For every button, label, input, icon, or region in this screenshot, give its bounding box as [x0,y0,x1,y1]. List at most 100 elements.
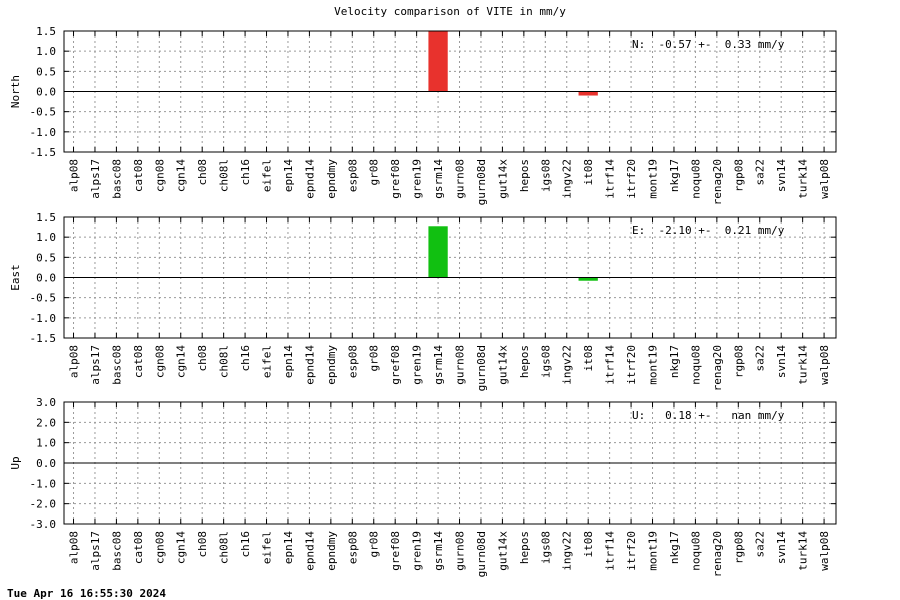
chart-title: Velocity comparison of VITE in mm/y [334,5,566,18]
east-xtick-label: walp08 [818,345,831,385]
up-xtick-label: epn14 [282,531,295,564]
up-ytick-label: -3.0 [30,518,57,531]
east-xtick-label: cgn08 [153,345,166,378]
east-xtick-label: alp08 [68,345,81,378]
east-xtick-label: sa22 [754,345,767,372]
north-xtick-label: gref08 [389,159,402,199]
north-xtick-label: igs08 [539,159,552,192]
north-xtick-label: turk14 [797,159,810,199]
north-xtick-label: gren19 [411,159,424,199]
east-xtick-label: ch16 [239,345,252,372]
north-xtick-label: epndmy [325,159,338,199]
up-xtick-label: walp08 [818,531,831,571]
up-xtick-label: itrf14 [604,531,617,571]
north-xtick-label: gurn08 [454,159,467,199]
up-xtick-label: cgn14 [175,531,188,564]
east-xtick-label: epndmy [325,345,338,385]
up-xtick-label: basc08 [110,531,123,571]
east-bar-it08 [578,277,598,281]
north-xtick-label: renag20 [711,159,724,205]
east-xtick-label: itrf20 [625,345,638,385]
east-xtick-label: cat08 [132,345,145,378]
north-xtick-label: itrf14 [604,159,617,199]
up-xtick-label: cgn08 [153,531,166,564]
east-xtick-label: turk14 [797,345,810,385]
east-xtick-label: esp08 [346,345,359,378]
up-ytick-label: 0.0 [36,457,56,470]
up-xtick-label: svn14 [775,531,788,564]
east-xtick-label: igs08 [539,345,552,378]
up-xtick-label: mont19 [647,531,660,571]
up-xtick-label: alp08 [68,531,81,564]
east-xtick-label: gr08 [368,345,381,372]
timestamp: Tue Apr 16 16:55:30 2024 [7,587,166,600]
east-xtick-label: rgp08 [732,345,745,378]
up-xtick-label: eifel [261,531,274,564]
north-xtick-label: cat08 [132,159,145,192]
east-xtick-label: gut14x [496,345,509,385]
up-xtick-label: esp08 [346,531,359,564]
north-xtick-label: alps17 [89,159,102,199]
east-xtick-label: gurn08 [454,345,467,385]
north-xtick-label: esp08 [346,159,359,192]
up-xtick-label: ch08 [196,531,209,558]
east-axis-label: East [9,264,22,291]
east-ytick-label: -1.5 [30,332,57,345]
up-xtick-label: it08 [582,531,595,558]
up-xtick-label: ch08l [218,531,231,564]
up-xtick-label: renag20 [711,531,724,577]
east-xtick-label: ingv22 [561,345,574,385]
east-ytick-label: -1.0 [30,312,57,325]
north-xtick-label: cgn08 [153,159,166,192]
east-xtick-label: it08 [582,345,595,372]
north-xtick-label: nkg17 [668,159,681,192]
north-xtick-label: basc08 [110,159,123,199]
up-xtick-label: alps17 [89,531,102,571]
north-xtick-label: noqu08 [689,159,702,199]
north-ytick-label: 1.5 [36,25,56,38]
east-xtick-label: itrf14 [604,345,617,385]
up-axis-label: Up [9,456,22,469]
east-xtick-label: epn14 [282,345,295,378]
north-xtick-label: mont19 [647,159,660,199]
north-xtick-label: gsrm14 [432,159,445,199]
up-plot-frame [63,401,837,525]
up-xtick-label: sa22 [754,531,767,558]
east-ytick-label: -0.5 [30,292,57,305]
north-bar-gsrm14 [428,31,448,92]
north-xtick-label: it08 [582,159,595,186]
north-xtick-label: ch08l [218,159,231,192]
north-xtick-label: svn14 [775,159,788,192]
up-xtick-label: gren19 [411,531,424,571]
north-ytick-label: -1.5 [30,146,57,159]
up-ytick-label: 1.0 [36,437,56,450]
east-ytick-label: 0.5 [36,251,56,264]
up-xtick-label: turk14 [797,531,810,571]
east-xtick-label: ch08 [196,345,209,372]
north-xtick-label: alp08 [68,159,81,192]
north-xtick-label: ingv22 [561,159,574,199]
up-xtick-label: epnd14 [303,531,316,571]
north-bar-it08 [578,91,598,96]
up-ytick-label: -2.0 [30,498,57,511]
east-xtick-label: hepos [518,345,531,378]
up-xtick-label: gurn08d [475,531,488,577]
up-xtick-label: gurn08 [454,531,467,571]
up-annotation: U: 0.18 +- nan mm/y [632,409,785,422]
north-xtick-label: walp08 [818,159,831,199]
east-xtick-label: basc08 [110,345,123,385]
north-xtick-label: gut14x [496,159,509,199]
north-xtick-label: itrf20 [625,159,638,199]
north-xtick-label: ch08 [196,159,209,186]
north-xtick-label: gurn08d [475,159,488,205]
up-xtick-label: noqu08 [689,531,702,571]
east-ytick-label: 0.0 [36,272,56,285]
east-xtick-label: svn14 [775,345,788,378]
north-ytick-label: -0.5 [30,106,57,119]
east-xtick-label: gren19 [411,345,424,385]
east-plot-frame [63,216,837,339]
north-xtick-label: cgn14 [175,159,188,192]
north-xtick-label: epnd14 [303,159,316,199]
up-xtick-label: epndmy [325,531,338,571]
